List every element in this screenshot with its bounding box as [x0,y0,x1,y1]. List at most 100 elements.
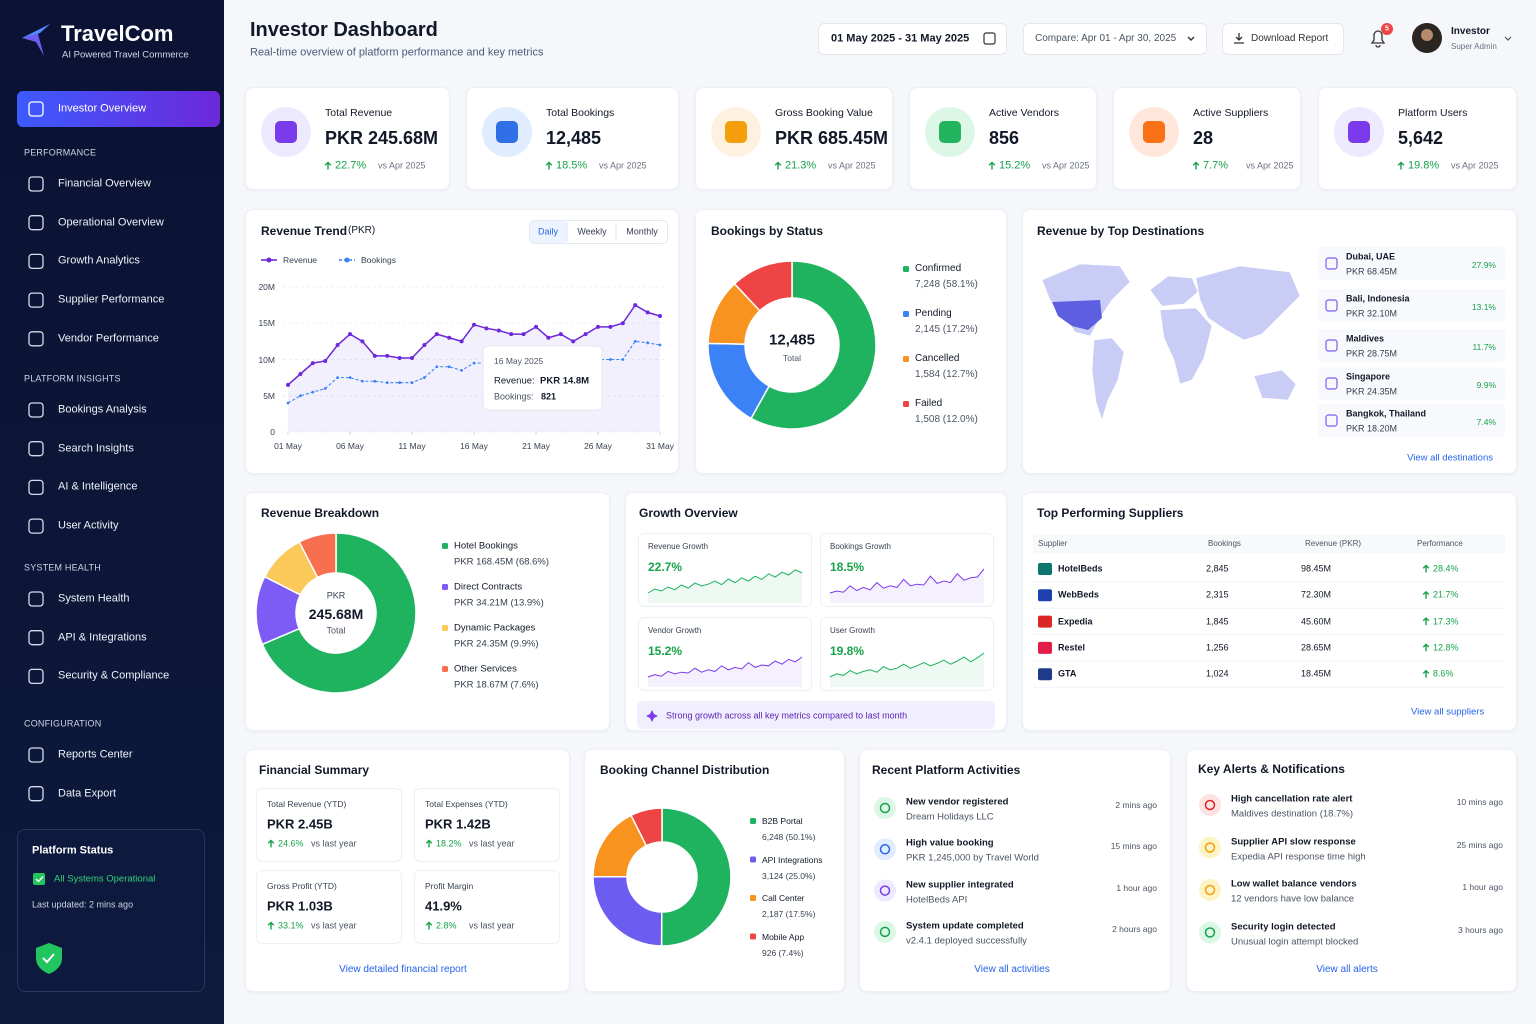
link[interactable]: View all destinations [1407,452,1493,464]
feed-icon [879,844,891,855]
nav-item[interactable]: Operational Overview [58,216,164,229]
date-range-picker[interactable] [818,23,1007,55]
feed-time: 10 mins ago [1456,796,1503,807]
kpi-icon [725,121,747,143]
user-name[interactable]: Investor [1451,26,1490,37]
legend-detail: 1,584 (12.7%) [915,369,978,380]
nav-item[interactable]: System Health [58,592,130,605]
series-point [521,332,526,337]
growth-mini-card [638,617,812,691]
series-point [484,326,489,331]
donut-segment [261,532,417,694]
download-text[interactable]: Download Report [1251,33,1329,44]
chevron [1187,36,1195,41]
link[interactable]: View all suppliers [1411,706,1485,718]
up-arrow [1422,617,1430,626]
nav-icon [28,441,44,457]
tooltip-value: PKR 14.8M [540,375,590,387]
destination-revenue: PKR 24.35M [1346,386,1398,397]
nav-item[interactable]: Security & Compliance [58,669,170,682]
nav-item[interactable]: User Activity [58,519,119,532]
feed-detail: Expedia API response time high [1231,850,1366,862]
feed-detail: HotelBeds API [906,893,968,905]
y-tick-label: 20M [258,281,275,292]
destination-name: Maldives [1346,333,1385,344]
series-point [558,332,563,337]
series-point [583,332,588,337]
sparkline-area [830,653,984,687]
nav-item[interactable]: Reports Center [58,748,133,761]
financial-value: PKR 1.42B [425,816,491,832]
card-title: Bookings by Status [711,224,824,238]
sparkline [829,652,985,678]
series-point [608,324,613,329]
nav-item[interactable]: Financial Overview [58,177,151,190]
download-icon [1234,33,1244,44]
growth-mini-card [820,533,994,607]
series-point [621,358,625,361]
link[interactable]: View all alerts [1316,964,1378,975]
supplier-performance: 28.4% [1433,563,1459,574]
page-subtitle: Real-time overview of platform performan… [250,46,544,59]
nav-item[interactable]: Vendor Performance [58,332,159,345]
tab[interactable]: Weekly [577,226,607,237]
nav-item[interactable]: AI & Intelligence [58,480,138,493]
date-range[interactable]: 01 May 2025 - 31 May 2025 [831,32,970,45]
y-tick-label: 10M [258,354,275,365]
legend-dot [442,666,448,672]
sparkline [647,656,803,678]
feed-title: High value booking [906,837,994,849]
kpi-compare: vs Apr 2025 [378,160,426,171]
link[interactable]: View all activities [974,964,1050,975]
nav-item[interactable]: API & Integrations [58,631,147,644]
compare-text[interactable]: Compare: Apr 01 - Apr 30, 2025 [1035,33,1177,44]
series-point [422,343,427,347]
nav-item[interactable]: Search Insights [58,442,134,455]
download-button[interactable] [1222,23,1344,55]
series-point [571,339,576,344]
nav-item[interactable]: Data Export [58,787,117,800]
donut-total-label: Total [326,625,346,636]
tab-active[interactable] [530,221,567,243]
x-tick-label: 31 May [646,440,674,451]
series-point [398,381,401,385]
growth-value: 18.5% [830,560,865,574]
kpi-icon [939,121,961,143]
up-arrow [1422,669,1430,678]
up-arrow [267,839,275,848]
legend-dot [903,266,909,272]
financial-label: Total Revenue (YTD) [267,798,347,809]
nav-item[interactable]: Investor Overview [58,102,147,115]
donut-segment [630,807,663,847]
card-title: Financial Summary [259,763,370,777]
user-role: Super Admin [1451,42,1497,51]
nav-icon [28,402,44,418]
destination-share: 7.4% [1476,416,1496,427]
y-tick-label: 5M [263,390,275,401]
financial-change: 18.2% [436,838,462,849]
link[interactable]: View detailed financial report [339,964,467,975]
kpi-change: 22.7% [335,159,367,172]
nav-item[interactable]: Growth Analytics [58,254,140,267]
series-point [360,339,365,344]
tab[interactable]: Daily [537,226,559,237]
kpi-label: Platform Users [1398,106,1468,119]
logo-mark [22,24,50,56]
tab[interactable]: Monthly [626,226,658,237]
series-point [286,401,290,405]
series-point [472,322,476,327]
nav-item[interactable]: Bookings Analysis [58,403,147,416]
destination-icon [1325,339,1338,352]
feed-icon [1204,884,1216,896]
financial-tile [414,788,560,862]
supplier-logo [1038,668,1052,681]
nav-active-bg[interactable] [17,91,220,127]
legend-dot [266,257,272,263]
financial-compare: vs last year [469,920,515,931]
tooltip-label: Bookings: [494,391,534,402]
series-point [459,339,464,344]
nav-icon [28,479,44,496]
compare-dropdown[interactable] [1023,23,1207,55]
nav-item[interactable]: Supplier Performance [58,293,165,306]
